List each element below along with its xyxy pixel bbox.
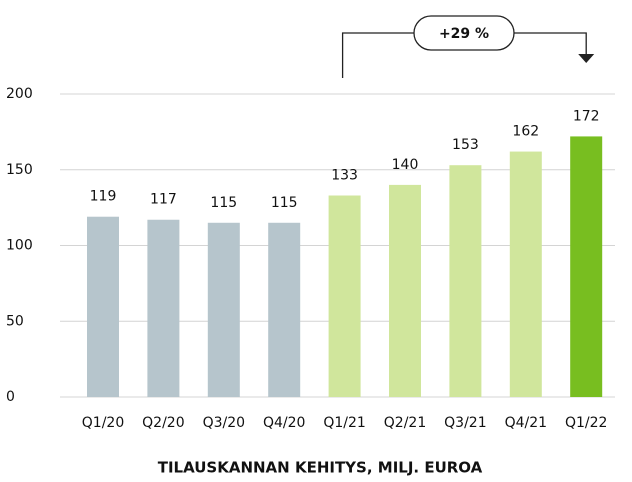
- bar: [328, 195, 361, 397]
- x-tick-label: Q3/20: [203, 415, 245, 431]
- data-label: 119: [90, 189, 117, 205]
- data-label: 162: [512, 124, 539, 140]
- annotation-box: [413, 15, 515, 51]
- data-label: 172: [573, 108, 600, 124]
- y-tick-label: 50: [6, 313, 24, 329]
- annotation-arrow: [578, 54, 595, 63]
- bar: [449, 165, 482, 397]
- bar: [147, 219, 180, 397]
- data-label: 117: [150, 192, 177, 208]
- x-tick-label: Q1/22: [565, 415, 607, 431]
- bar: [509, 151, 542, 397]
- bar: [389, 184, 421, 397]
- y-tick-label: 0: [6, 389, 15, 405]
- x-axis-title: TILAUSKANNAN KEHITYS, MILJ. EUROA: [158, 459, 483, 477]
- x-tick-label: Q4/21: [505, 415, 547, 431]
- bar: [207, 222, 240, 397]
- x-tick-label: Q1/21: [323, 415, 365, 431]
- x-tick-label: Q2/20: [142, 415, 184, 431]
- data-label: 153: [452, 137, 479, 153]
- data-label: 140: [392, 157, 419, 173]
- annotation-bracket: [341, 32, 587, 78]
- x-tick-label: Q1/20: [82, 415, 124, 431]
- x-tick-label: Q2/21: [384, 415, 426, 431]
- y-tick-label: 200: [6, 86, 33, 102]
- bar: [87, 216, 119, 397]
- data-label: 133: [331, 168, 358, 184]
- y-tick-label: 150: [6, 162, 33, 178]
- data-label: 115: [271, 195, 298, 211]
- x-tick-label: Q3/21: [444, 415, 486, 431]
- annotation-text: +29 %: [439, 26, 489, 42]
- x-tick-label: Q4/20: [263, 415, 305, 431]
- y-tick-label: 100: [6, 238, 33, 254]
- bar: [268, 222, 301, 397]
- data-label: 115: [210, 195, 237, 211]
- bar: [570, 136, 603, 398]
